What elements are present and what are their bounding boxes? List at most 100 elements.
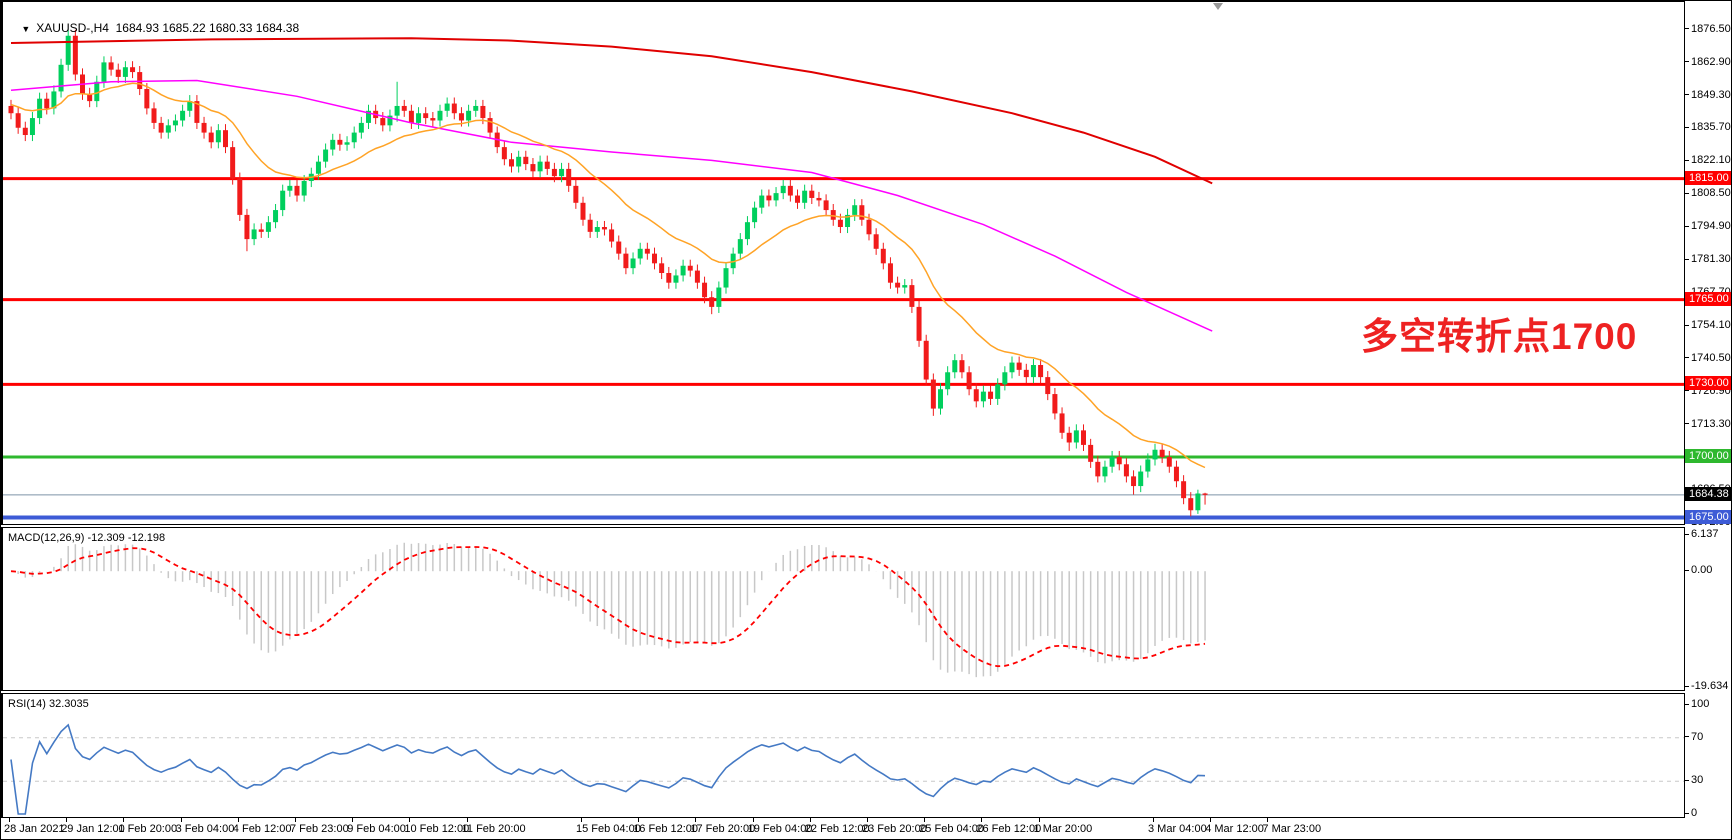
candle-body <box>1066 432 1072 443</box>
candle-body <box>744 222 750 240</box>
candle-body <box>122 67 128 77</box>
rsi-tick <box>1685 703 1689 705</box>
candle-body <box>752 207 758 223</box>
time-tick-label: 7 Mar 23:00 <box>1262 823 1322 835</box>
candle-body <box>144 89 150 109</box>
time-tick-label: 29 Jan 12:00 <box>61 823 125 835</box>
rsi-chart[interactable] <box>3 694 1684 817</box>
candle-body <box>223 130 228 148</box>
candle-body <box>1059 413 1065 433</box>
time-tick <box>295 818 296 822</box>
rsi-line <box>10 723 1206 815</box>
candle-body <box>816 197 822 201</box>
price-tick <box>1685 225 1689 227</box>
candle-body <box>916 306 922 341</box>
candle-body <box>995 384 1001 399</box>
candle-body <box>673 275 679 283</box>
candle-body <box>959 360 965 373</box>
time-tick-label: 7 Feb 23:00 <box>290 823 349 835</box>
candle-body <box>230 147 236 179</box>
price-tick <box>1685 423 1689 425</box>
macd-chart[interactable] <box>3 528 1684 690</box>
candle-body <box>458 113 464 121</box>
candle-body <box>437 110 443 121</box>
time-tick <box>752 818 754 822</box>
candle-body <box>723 268 729 288</box>
candle-body <box>516 156 522 167</box>
candle-body <box>580 202 586 220</box>
price-chart-panel[interactable] <box>1 1 1685 525</box>
candle-body <box>973 389 979 402</box>
candle-body <box>601 227 607 230</box>
candle-body <box>65 35 71 65</box>
macd-panel[interactable] <box>1 527 1685 691</box>
candle-body <box>1145 459 1151 472</box>
annotation-text: 多空转折点1700 <box>1361 316 1638 357</box>
candle-body <box>666 273 672 283</box>
price-level-badge: 1765.00 <box>1685 291 1731 306</box>
candle-body <box>487 118 493 133</box>
candle-body <box>544 161 550 169</box>
time-tick-label: 23 Feb 20:00 <box>862 823 927 835</box>
candle-body <box>187 101 193 111</box>
candle-body <box>644 248 650 254</box>
candle-body <box>759 195 765 208</box>
time-tick-label: 1 Mar 20:00 <box>1033 823 1093 835</box>
candlestick-chart[interactable] <box>3 2 1684 524</box>
price-tick-label: 1781.30 <box>1691 253 1731 266</box>
candle-body <box>158 122 164 133</box>
candle-body <box>473 105 479 111</box>
candle-body <box>480 105 486 119</box>
candle-body <box>880 248 886 264</box>
candle-body <box>87 93 93 102</box>
candle-body <box>294 185 300 196</box>
candle-body <box>273 210 279 223</box>
candle-body <box>8 105 14 114</box>
price-tick-label: 1862.90 <box>1691 55 1731 68</box>
macd-tick-label: 0.00 <box>1691 564 1713 577</box>
candle-body <box>44 98 50 109</box>
candle-body <box>766 195 772 201</box>
candle-body <box>737 239 743 254</box>
candle-body <box>559 168 565 177</box>
candle-body <box>716 287 722 307</box>
candle-body <box>630 258 636 269</box>
candle-body <box>795 195 800 203</box>
price-tick-label: 1835.70 <box>1691 121 1731 134</box>
price-tick <box>1685 192 1689 194</box>
macd-signal-line <box>10 546 1206 668</box>
candle-body <box>652 253 657 264</box>
time-tick-label: 9 Feb 04:00 <box>347 823 406 835</box>
candle-body <box>72 35 78 75</box>
candle-body <box>101 62 107 82</box>
candle-body <box>115 69 121 77</box>
time-tick-label: 17 Feb 20:00 <box>690 823 756 835</box>
candle-body <box>702 282 708 298</box>
ma-medium-magenta-line <box>10 79 1213 332</box>
rsi-panel[interactable] <box>1 693 1685 818</box>
macd-tick <box>1685 569 1689 571</box>
candle-body <box>659 263 665 274</box>
candle-body <box>280 190 286 211</box>
candle-body <box>952 360 958 373</box>
macd-label: MACD(12,26,9) -12.309 -12.198 <box>8 532 166 544</box>
candle-body <box>29 118 35 136</box>
candle-body <box>387 115 393 126</box>
time-tick-label: 10 Feb 12:00 <box>404 823 470 835</box>
symbol-dropdown-icon[interactable]: ▼ <box>21 24 31 34</box>
candle-body <box>265 222 271 232</box>
candle-body <box>1045 377 1051 395</box>
time-tick <box>867 818 868 822</box>
candle-body <box>1152 449 1158 460</box>
candle-body <box>609 229 615 242</box>
candle-body <box>859 205 865 220</box>
candle-body <box>237 178 243 215</box>
candle-body <box>180 110 186 121</box>
candle-body <box>909 285 915 307</box>
price-tick <box>1685 258 1689 260</box>
candle-body <box>315 161 321 174</box>
candle-body <box>730 253 736 269</box>
chart-shift-marker[interactable] <box>1213 3 1223 10</box>
time-tick-label: 15 Feb 04:00 <box>576 823 641 835</box>
candle-body <box>980 391 986 402</box>
